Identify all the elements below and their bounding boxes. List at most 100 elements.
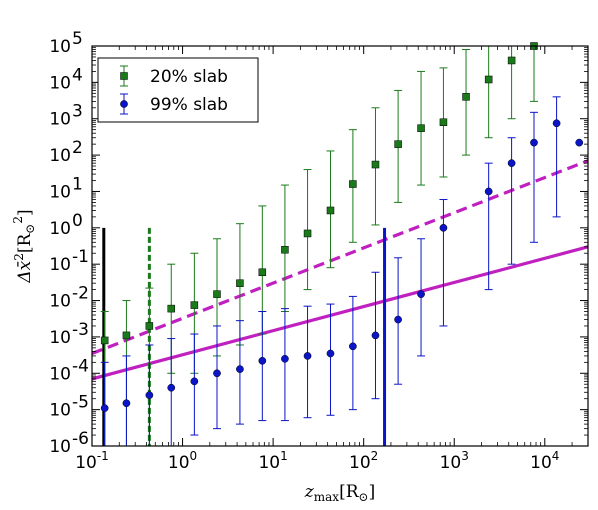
data-point-circle	[507, 159, 516, 168]
data-point-square	[349, 180, 357, 188]
y-tick-exponent: -2	[72, 284, 89, 304]
error-bars	[100, 46, 561, 446]
data-point-square	[507, 56, 516, 65]
x-tick-labels: 10-1 100 101 102 103 104	[75, 449, 559, 473]
x-tick-label: 100	[168, 449, 197, 473]
data-point-circle	[258, 356, 267, 365]
data-point-square	[145, 322, 154, 330]
y-tick-exponent: 5	[72, 29, 83, 49]
x-axis-label-unit: [R	[339, 482, 360, 502]
data-point-circle	[417, 290, 425, 298]
y-tick-exponent: -1	[72, 247, 89, 267]
y-tick-base: 10	[49, 292, 71, 312]
x-tick-base: 10	[75, 453, 97, 473]
data-point-circle	[190, 377, 199, 386]
x-tick-base: 10	[530, 453, 552, 473]
x-axis-label-unit-sub: ⊙	[359, 490, 369, 504]
axis-ticks	[91, 45, 588, 447]
data-markers	[100, 42, 584, 412]
y-axis-label-unit: [R	[15, 233, 35, 254]
y-axis-label-sup: 2	[12, 253, 26, 261]
reference-lines	[92, 159, 588, 381]
data-point-circle	[145, 391, 154, 400]
y-tick-base: 10	[49, 219, 71, 239]
data-point-circle	[167, 383, 176, 392]
data-point-circle	[371, 331, 380, 340]
y-tick-base: 10	[49, 437, 71, 457]
data-point-circle	[575, 138, 584, 147]
data-point-square	[462, 93, 470, 101]
reference-line-dashed	[92, 159, 588, 355]
plot-frame	[91, 45, 589, 447]
y-tick-base: 10	[49, 328, 71, 348]
x-tick-base: 10	[258, 453, 280, 473]
x-tick-label: 103	[440, 449, 469, 473]
y-axis-label-unit-sub: ⊙	[23, 224, 37, 234]
y-tick-label: 10	[49, 292, 71, 312]
legend-circle-marker	[120, 100, 128, 108]
x-tick-exponent: 1	[280, 449, 288, 463]
x-tick-label: 104	[530, 449, 559, 473]
y-tick-label: 10	[49, 364, 71, 384]
data-point-circle	[100, 404, 109, 412]
data-point-square	[258, 268, 267, 276]
y-tick-exponent: 3	[72, 102, 83, 122]
data-point-square	[394, 140, 402, 148]
legend: 20% slab 99% slab	[97, 57, 259, 123]
data-point-square	[122, 331, 131, 340]
y-tick-exponent: -4	[72, 356, 89, 376]
data-point-square	[213, 290, 221, 298]
data-point-square	[484, 75, 493, 84]
data-point-circle	[122, 399, 131, 408]
y-tick-label: 10	[49, 437, 71, 457]
data-point-circle	[484, 187, 493, 196]
x-tick-label: 10-1	[75, 449, 109, 473]
y-tick-base: 10	[49, 182, 71, 202]
data-point-square	[190, 301, 199, 309]
legend-item: 99% slab	[120, 93, 228, 115]
legend-label: 99% slab	[150, 95, 228, 115]
y-tick-labels: 10 -610 -510 -410 -310 -210 -110 010 110 210 310 41…	[49, 29, 89, 457]
data-point-square	[417, 124, 425, 132]
y-tick-label: 10	[49, 37, 71, 57]
y-tick-exponent: -6	[72, 429, 89, 449]
data-point-circle	[439, 223, 448, 232]
x-tick-exponent: -1	[97, 449, 109, 463]
y-tick-base: 10	[49, 255, 71, 275]
y-tick-label: 10	[49, 146, 71, 166]
x-axis-label-base: z	[304, 482, 315, 502]
y-axis-label: Δx̄2[R⊙2]	[11, 209, 37, 283]
data-point-circle	[552, 119, 561, 128]
x-tick-exponent: 0	[190, 449, 198, 463]
y-axis-label-base: Δx̄	[15, 260, 35, 283]
data-point-square	[371, 160, 380, 169]
data-point-circle	[530, 138, 538, 147]
y-tick-label: 10	[49, 110, 71, 130]
x-tick-base: 10	[168, 453, 190, 473]
legend-label: 20% slab	[150, 67, 228, 87]
data-point-square	[100, 336, 109, 345]
y-tick-label: 10	[49, 255, 71, 275]
data-point-square	[281, 245, 289, 254]
y-tick-label: 10	[49, 73, 71, 93]
y-axis-label-close: ]	[15, 209, 35, 216]
legend-square-marker	[120, 72, 128, 80]
x-tick-label: 102	[349, 449, 378, 473]
y-tick-exponent: 2	[72, 138, 83, 158]
data-point-circle	[236, 365, 244, 373]
data-point-square	[303, 229, 312, 238]
y-tick-label: 10	[49, 401, 71, 421]
data-point-circle	[281, 354, 289, 363]
data-point-circle	[349, 342, 357, 351]
x-axis-label-sub: max	[314, 490, 340, 504]
y-tick-base: 10	[49, 401, 71, 421]
x-tick-base: 10	[349, 453, 371, 473]
data-point-square	[167, 304, 175, 313]
x-axis-label: zmax[R⊙]	[304, 482, 375, 504]
x-tick-exponent: 4	[552, 449, 560, 463]
data-point-circle	[303, 352, 312, 360]
legend-item: 20% slab	[120, 65, 228, 87]
y-tick-base: 10	[49, 146, 71, 166]
y-tick-label: 10	[49, 182, 71, 202]
